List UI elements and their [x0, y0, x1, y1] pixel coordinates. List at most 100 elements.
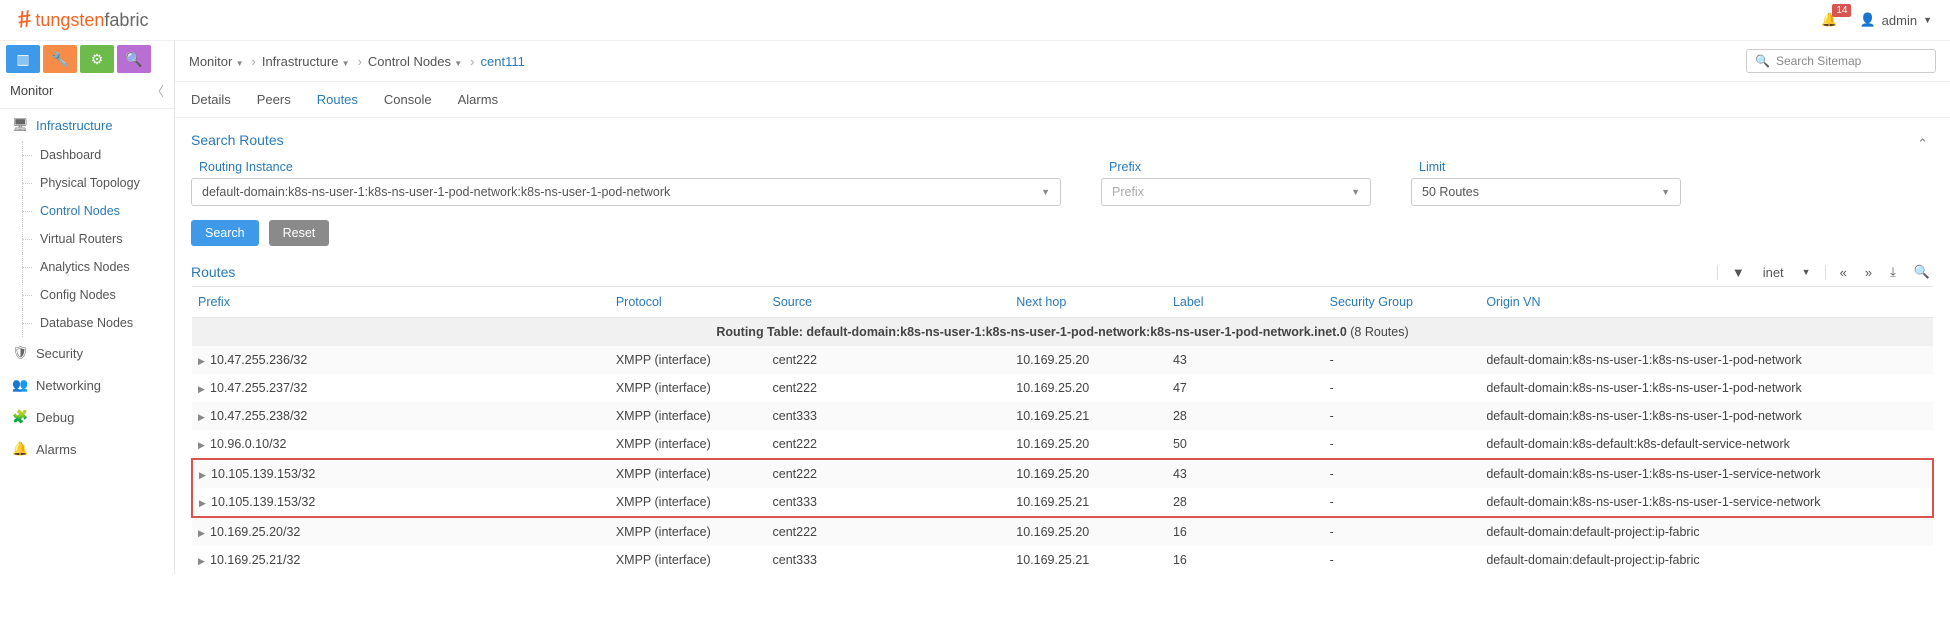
- column-header[interactable]: Protocol: [610, 287, 767, 318]
- filter-icon: ▼: [1732, 265, 1745, 280]
- reset-button[interactable]: Reset: [269, 220, 330, 246]
- table-row[interactable]: ▶10.105.139.153/32XMPP (interface)cent33…: [192, 488, 1933, 517]
- table-cell: -: [1324, 459, 1481, 488]
- table-cell: XMPP (interface): [610, 488, 767, 517]
- sidebar-item-physical-topology[interactable]: Physical Topology: [0, 169, 174, 197]
- table-cell: cent222: [767, 517, 1011, 546]
- table-cell: 16: [1167, 546, 1324, 574]
- tab-console[interactable]: Console: [384, 92, 432, 107]
- prefix-input[interactable]: Prefix ▼: [1101, 178, 1371, 206]
- routing-table-group-header: Routing Table: default-domain:k8s-ns-use…: [192, 318, 1933, 347]
- search-icon: 🔍: [125, 51, 142, 68]
- mode-monitor-button[interactable]: ▥: [6, 45, 40, 73]
- page-first-button[interactable]: «: [1836, 265, 1851, 280]
- table-row[interactable]: ▶10.169.25.20/32XMPP (interface)cent2221…: [192, 517, 1933, 546]
- limit-label: Limit: [1411, 160, 1681, 178]
- tab-details[interactable]: Details: [191, 92, 231, 107]
- expand-icon[interactable]: ▶: [198, 440, 210, 451]
- tab-alarms[interactable]: Alarms: [458, 92, 498, 107]
- breadcrumb: Monitor ▼›Infrastructure ▼›Control Nodes…: [189, 54, 525, 69]
- sidebar-item-alarms[interactable]: 🔔 Alarms: [0, 433, 174, 465]
- table-search-button[interactable]: 🔍: [1910, 264, 1934, 280]
- sidebar-collapse-toggle[interactable]: 〈: [151, 81, 164, 100]
- sidebar-item-database-nodes[interactable]: Database Nodes: [0, 309, 174, 337]
- table-cell: cent222: [767, 346, 1011, 374]
- sidebar-item-infrastructure[interactable]: 🖥Infrastructure: [0, 109, 174, 141]
- username-label: admin: [1882, 13, 1917, 28]
- expand-icon[interactable]: ▶: [198, 384, 210, 395]
- search-icon: 🔍: [1755, 54, 1770, 68]
- breadcrumb-item[interactable]: Monitor: [189, 54, 232, 69]
- user-icon: 👤: [1859, 12, 1875, 28]
- column-header[interactable]: Prefix: [192, 287, 610, 318]
- sitemap-search[interactable]: 🔍 Search Sitemap: [1746, 49, 1936, 73]
- sidebar-item-dashboard[interactable]: Dashboard: [0, 141, 174, 169]
- expand-icon[interactable]: ▶: [198, 356, 210, 367]
- column-header[interactable]: Security Group: [1324, 287, 1481, 318]
- sidebar-item-debug[interactable]: 🧩Debug: [0, 401, 174, 433]
- table-cell: 10.169.25.20: [1010, 346, 1167, 374]
- expand-icon[interactable]: ▶: [198, 528, 210, 539]
- mode-configure-button[interactable]: 🔧: [43, 45, 77, 73]
- table-cell: ▶10.105.139.153/32: [192, 459, 610, 488]
- routes-table: PrefixProtocolSourceNext hopLabelSecurit…: [191, 286, 1934, 574]
- table-type-filter[interactable]: ▼ inet ▼: [1717, 265, 1826, 280]
- brand-logo[interactable]: # tungstenfabric: [18, 6, 148, 34]
- mode-settings-button[interactable]: ⚙: [80, 45, 114, 73]
- chevron-up-icon: ⌃: [1917, 136, 1928, 151]
- sidebar-item-analytics-nodes[interactable]: Analytics Nodes: [0, 253, 174, 281]
- breadcrumb-separator: ›: [246, 54, 262, 69]
- expand-icon[interactable]: ▶: [199, 470, 211, 481]
- page-next-button[interactable]: »: [1861, 265, 1876, 280]
- table-row[interactable]: ▶10.47.255.236/32XMPP (interface)cent222…: [192, 346, 1933, 374]
- table-row[interactable]: ▶10.47.255.238/32XMPP (interface)cent333…: [192, 402, 1933, 430]
- sidebar-icon: 🖥: [12, 117, 28, 133]
- sidebar-item-networking[interactable]: 👥Networking: [0, 369, 174, 401]
- routing-instance-dropdown[interactable]: default-domain:k8s-ns-user-1:k8s-ns-user…: [191, 178, 1061, 206]
- table-row[interactable]: ▶10.169.25.21/32XMPP (interface)cent3331…: [192, 546, 1933, 574]
- table-tools: ▼ inet ▼ « » ⤓ 🔍: [1717, 264, 1934, 280]
- table-cell: 47: [1167, 374, 1324, 402]
- column-header[interactable]: Next hop: [1010, 287, 1167, 318]
- user-menu[interactable]: 👤 admin ▼: [1859, 12, 1932, 28]
- sidebar-item-virtual-routers[interactable]: Virtual Routers: [0, 225, 174, 253]
- sidebar-item-control-nodes[interactable]: Control Nodes: [0, 197, 174, 225]
- export-button[interactable]: ⤓: [1886, 264, 1900, 280]
- table-row[interactable]: ▶10.96.0.10/32XMPP (interface)cent22210.…: [192, 430, 1933, 459]
- sidebar-item-security[interactable]: 🛡Security: [0, 337, 174, 369]
- table-cell: 10.169.25.20: [1010, 374, 1167, 402]
- breadcrumb-item[interactable]: Infrastructure: [262, 54, 339, 69]
- search-button-label: Search: [205, 226, 245, 240]
- sidebar-item-label: Security: [36, 346, 83, 361]
- table-row[interactable]: ▶10.105.139.153/32XMPP (interface)cent22…: [192, 459, 1933, 488]
- expand-icon[interactable]: ▶: [198, 556, 210, 567]
- table-cell: cent333: [767, 546, 1011, 574]
- column-header[interactable]: Origin VN: [1480, 287, 1933, 318]
- table-cell: default-domain:default-project:ip-fabric: [1480, 546, 1933, 574]
- type-filter-value: inet: [1763, 265, 1784, 280]
- limit-dropdown[interactable]: 50 Routes ▼: [1411, 178, 1681, 206]
- column-header[interactable]: Label: [1167, 287, 1324, 318]
- mode-query-button[interactable]: 🔍: [117, 45, 151, 73]
- breadcrumb-item[interactable]: cent111: [481, 54, 525, 69]
- table-cell: 10.169.25.21: [1010, 488, 1167, 517]
- prefix-placeholder: Prefix: [1112, 185, 1144, 199]
- breadcrumb-item[interactable]: Control Nodes: [368, 54, 451, 69]
- expand-icon[interactable]: ▶: [198, 412, 210, 423]
- table-row[interactable]: ▶10.47.255.237/32XMPP (interface)cent222…: [192, 374, 1933, 402]
- table-header-row: PrefixProtocolSourceNext hopLabelSecurit…: [192, 287, 1933, 318]
- table-cell: cent333: [767, 488, 1011, 517]
- sidebar-item-label: Alarms: [36, 442, 76, 457]
- bar-chart-icon: ▥: [16, 51, 29, 68]
- column-header[interactable]: Source: [767, 287, 1011, 318]
- notifications-button[interactable]: 🔔 14: [1821, 12, 1837, 28]
- search-button[interactable]: Search: [191, 220, 259, 246]
- sidebar-item-config-nodes[interactable]: Config Nodes: [0, 281, 174, 309]
- expand-icon[interactable]: ▶: [199, 498, 211, 509]
- table-cell: ▶10.169.25.21/32: [192, 546, 610, 574]
- table-cell: ▶10.105.139.153/32: [192, 488, 610, 517]
- panel-collapse-toggle[interactable]: ⌃: [1917, 136, 1934, 152]
- tab-routes[interactable]: Routes: [317, 92, 358, 107]
- sidebar-icon: 🔔: [12, 441, 28, 457]
- tab-peers[interactable]: Peers: [257, 92, 291, 107]
